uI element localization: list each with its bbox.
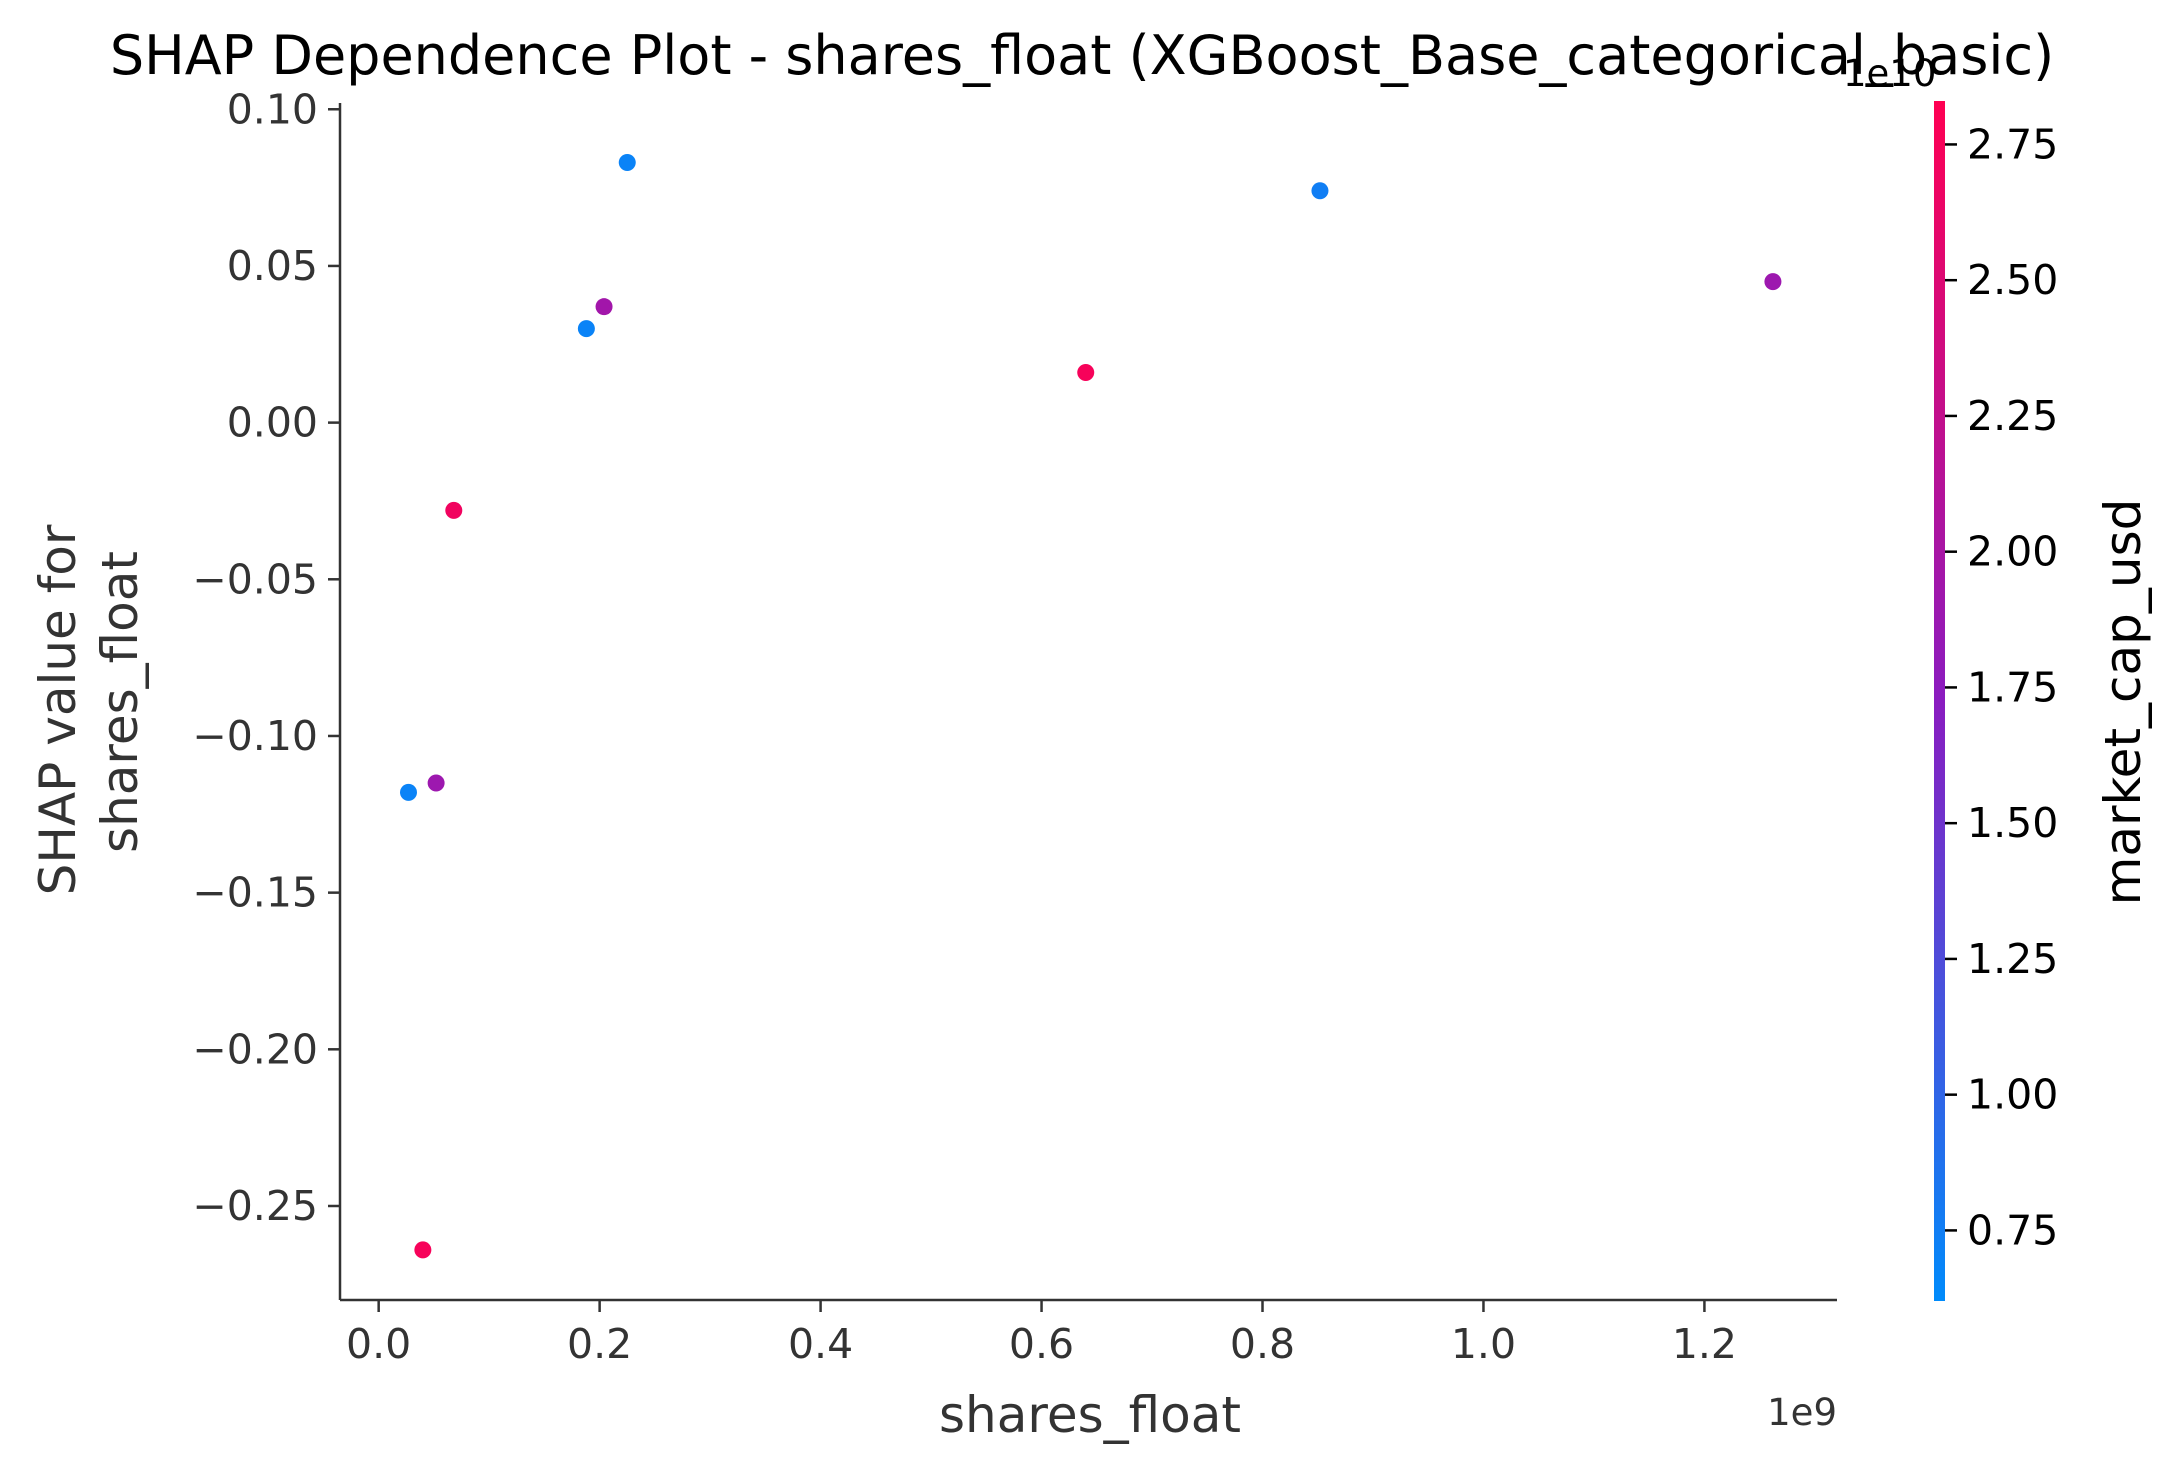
y-tick-label: −0.15 — [192, 869, 318, 917]
data-point — [577, 320, 595, 338]
data-point — [1764, 273, 1782, 291]
colorbar-tick-label: 1.50 — [1967, 799, 2058, 847]
x-tick-label: 1.2 — [1672, 1320, 1737, 1368]
plot-area: 0.10 0.05 0.00 −0.05 −0.10 −0.15 −0.20 −0.25 0.… — [192, 85, 1837, 1368]
y-axis-label: SHAP value for shares_float — [29, 509, 149, 896]
x-tick-label: 0.0 — [346, 1320, 411, 1368]
colorbar-gradient — [1934, 101, 1945, 1301]
colorbar-tick-label: 2.00 — [1967, 528, 2058, 576]
colorbar-tick-label: 2.50 — [1967, 256, 2058, 304]
y-ticks: 0.10 0.05 0.00 −0.05 −0.10 −0.15 −0.20 −0.25 — [192, 85, 340, 1230]
colorbar-tick-label: 1.75 — [1967, 663, 2058, 711]
data-point — [595, 298, 613, 316]
colorbar-tick-label: 2.75 — [1967, 120, 2058, 168]
data-point — [1311, 182, 1329, 200]
colorbar-offset-label: 1e10 — [1843, 52, 1936, 95]
data-point — [618, 154, 636, 172]
chart-title: SHAP Dependence Plot - shares_float (XGB… — [110, 24, 2054, 87]
y-axis-label-line-1: SHAP value for — [29, 524, 87, 895]
colorbar-ticks: 2.75 2.50 2.25 2.00 1.75 1.50 1.25 1.00 0.75 — [1945, 120, 2058, 1254]
x-axis-label: shares_float — [939, 1386, 1241, 1444]
x-tick-label: 1.0 — [1451, 1320, 1516, 1368]
y-tick-label: −0.25 — [192, 1182, 318, 1230]
colorbar-tick-label: 1.25 — [1967, 935, 2058, 983]
colorbar: 2.75 2.50 2.25 2.00 1.75 1.50 1.25 1.00 0.75 1e1… — [1843, 52, 2152, 1301]
y-tick-label: −0.20 — [192, 1025, 318, 1073]
colorbar-tick-label: 1.00 — [1967, 1071, 2058, 1119]
x-tick-label: 0.4 — [788, 1320, 853, 1368]
y-tick-label: 0.05 — [227, 242, 318, 290]
x-tick-label: 0.6 — [1009, 1320, 1074, 1368]
y-tick-label: −0.05 — [192, 555, 318, 603]
y-tick-label: 0.10 — [227, 85, 318, 133]
y-tick-label: −0.10 — [192, 712, 318, 760]
colorbar-label: market_cap_usd — [2094, 499, 2152, 906]
data-point — [414, 1241, 432, 1259]
data-point — [427, 774, 445, 792]
colorbar-tick-label: 0.75 — [1967, 1206, 2058, 1254]
data-points — [399, 154, 1782, 1259]
data-point — [445, 501, 463, 519]
data-point — [1077, 363, 1095, 381]
y-axis-label-line-2: shares_float — [91, 551, 149, 853]
y-tick-label: 0.00 — [227, 399, 318, 447]
x-tick-label: 0.2 — [567, 1320, 632, 1368]
x-ticks: 0.0 0.2 0.4 0.6 0.8 1.0 1.2 — [346, 1300, 1737, 1368]
data-point — [399, 783, 417, 801]
x-tick-label: 0.8 — [1230, 1320, 1295, 1368]
x-offset-label: 1e9 — [1767, 1391, 1837, 1434]
colorbar-tick-label: 2.25 — [1967, 392, 2058, 440]
